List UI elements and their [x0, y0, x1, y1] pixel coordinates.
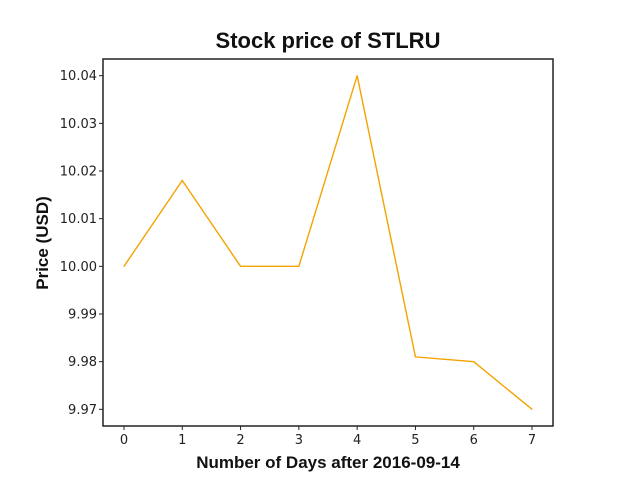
- y-axis-ticks: 9.97 9.98 9.99 10.00 10.01 10.02 10.03 10.04: [60, 69, 103, 418]
- x-tick-label: 6: [470, 433, 478, 448]
- series-line: [123, 75, 533, 410]
- data-point: [123, 265, 125, 267]
- data-point: [414, 356, 417, 358]
- x-tick-label: 2: [236, 433, 244, 448]
- y-axis-label: Price (USD): [33, 196, 52, 290]
- data-point: [356, 75, 358, 77]
- x-tick-label: 5: [411, 433, 419, 448]
- y-tick-label: 10.02: [60, 165, 97, 180]
- x-axis-label: Number of Days after 2016-09-14: [196, 453, 460, 472]
- series-group: [123, 75, 533, 410]
- y-tick-label: 9.99: [68, 307, 97, 322]
- data-point: [298, 265, 300, 267]
- y-tick-label: 10.01: [60, 212, 97, 227]
- y-tick-label: 10.03: [60, 117, 97, 132]
- data-point: [531, 408, 533, 410]
- data-point: [181, 179, 183, 182]
- x-tick-label: 1: [178, 433, 186, 448]
- data-point: [239, 265, 242, 267]
- y-tick-label: 10.00: [60, 260, 97, 275]
- x-axis-ticks: 0 1 2 3 4 5 6 7: [120, 426, 536, 448]
- chart-title: Stock price of STLRU: [216, 28, 441, 53]
- y-tick-label: 10.04: [60, 69, 97, 84]
- y-tick-label: 9.97: [68, 403, 97, 418]
- y-tick-label: 9.98: [68, 355, 97, 370]
- x-tick-label: 7: [528, 433, 536, 448]
- x-tick-label: 3: [295, 433, 303, 448]
- x-tick-label: 0: [120, 433, 128, 448]
- plot-frame: [102, 58, 554, 427]
- x-tick-label: 4: [353, 433, 361, 448]
- data-point: [473, 361, 475, 363]
